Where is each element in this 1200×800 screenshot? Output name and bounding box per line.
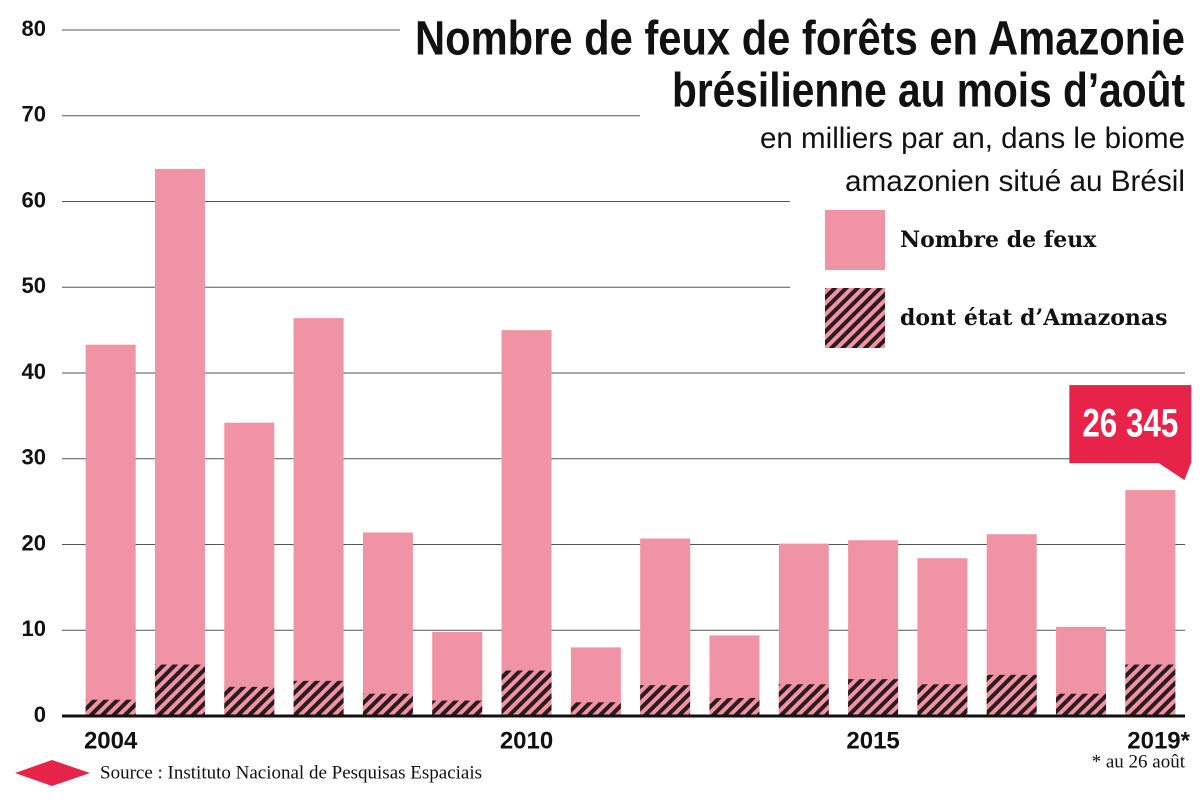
bar xyxy=(85,699,136,716)
y-tick-label: 30 xyxy=(22,445,46,470)
bar xyxy=(986,674,1037,716)
bar xyxy=(293,680,344,716)
x-tick-label: 2010 xyxy=(500,727,553,754)
value-label-box xyxy=(1069,385,1192,464)
y-tick-label: 60 xyxy=(22,187,46,212)
y-tick-label: 0 xyxy=(34,702,46,727)
legend-label: dont état d’Amazonas xyxy=(900,305,1168,331)
legend-swatch xyxy=(825,210,885,270)
value-label: 26 345 xyxy=(1082,402,1178,446)
source: Source : Instituto Nacional de Pesquisas… xyxy=(100,762,482,783)
bar xyxy=(917,684,968,716)
bar xyxy=(848,679,899,716)
x-tick-label: 2019* xyxy=(1127,727,1190,754)
bar xyxy=(778,684,829,716)
y-tick-label: 20 xyxy=(22,530,46,555)
bar xyxy=(1125,664,1176,716)
bar xyxy=(224,686,275,716)
title-backdrop xyxy=(640,106,1200,128)
bar xyxy=(570,702,621,716)
y-tick-label: 40 xyxy=(22,359,46,384)
bar xyxy=(362,693,413,716)
bar xyxy=(293,318,344,716)
bar xyxy=(85,344,136,716)
bar xyxy=(640,685,691,716)
bar xyxy=(362,532,413,716)
bar xyxy=(154,168,205,717)
y-tick-label: 70 xyxy=(22,102,46,127)
footnote: * au 26 août xyxy=(1092,751,1186,772)
source-icon xyxy=(15,760,90,786)
y-tick-label: 50 xyxy=(22,273,46,298)
y-tick-label: 80 xyxy=(22,16,46,41)
chart-subtitle: amazonien situé au Brésil xyxy=(845,165,1185,198)
bar xyxy=(709,697,760,716)
bar xyxy=(501,670,552,716)
legend-label: Nombre de feux xyxy=(900,227,1097,253)
chart-title: Nombre de feux de forêts en Amazonie xyxy=(415,13,1185,66)
bar xyxy=(154,664,205,716)
y-tick-label: 10 xyxy=(22,616,46,641)
title-backdrop xyxy=(400,18,1200,106)
x-tick-label: 2004 xyxy=(84,727,138,754)
chart-subtitle: en milliers par an, dans le biome xyxy=(760,122,1185,155)
chart-title: brésilienne au mois d’août xyxy=(672,65,1185,118)
bar xyxy=(501,330,552,716)
value-label-pointer xyxy=(1157,462,1192,481)
bar xyxy=(224,422,275,716)
x-tick-label: 2015 xyxy=(846,727,899,754)
bar xyxy=(1056,693,1107,716)
bar xyxy=(432,700,483,716)
legend-swatch xyxy=(825,288,885,348)
